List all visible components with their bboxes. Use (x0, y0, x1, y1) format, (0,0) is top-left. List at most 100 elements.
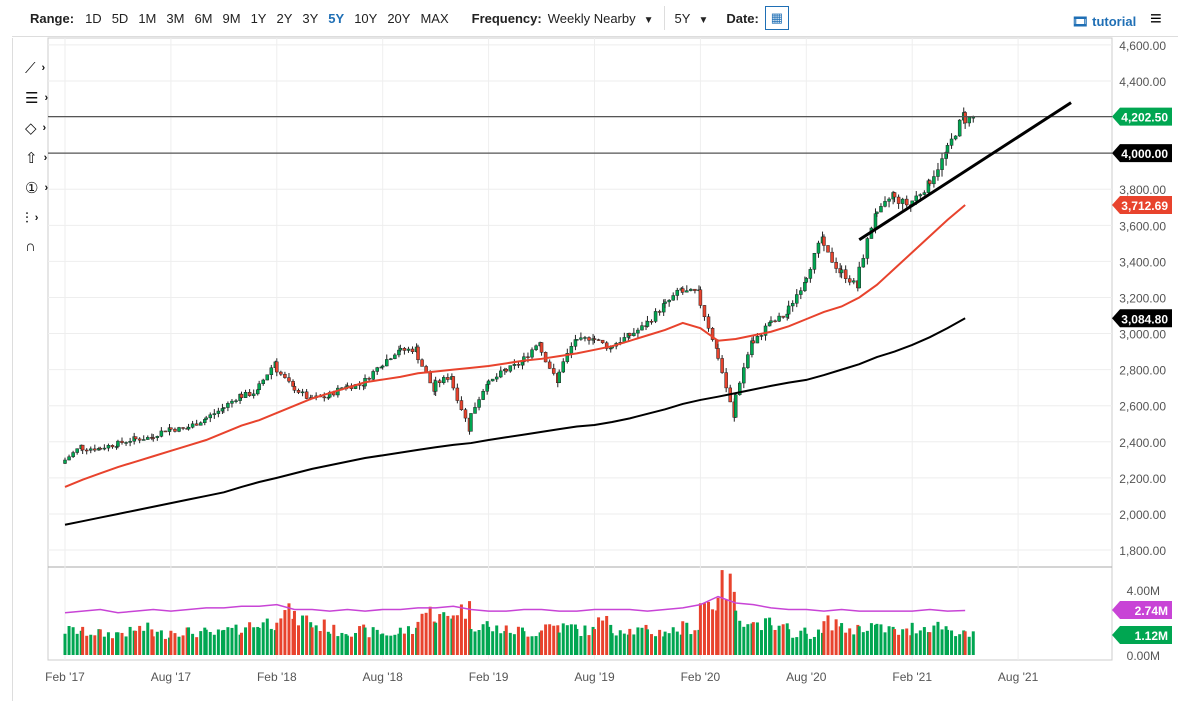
volume-bar (540, 630, 544, 655)
range-20y[interactable]: 20Y (387, 10, 411, 26)
moving-average-red (64, 204, 966, 488)
candle (936, 169, 940, 177)
volume-bar (459, 604, 463, 655)
hamburger-menu-icon[interactable]: ≡ (1150, 8, 1162, 30)
candle (93, 448, 97, 451)
tutorial-label: tutorial (1092, 14, 1137, 29)
candle (759, 335, 764, 337)
volume-bar (618, 630, 622, 655)
volume-bar (526, 636, 530, 655)
price-tag-bg (1112, 107, 1172, 126)
range-6m[interactable]: 6M (194, 10, 213, 26)
volume-bar (406, 626, 410, 655)
candle (261, 379, 265, 384)
candle (508, 365, 513, 372)
arrow-tool-icon[interactable]: ⇧ › (25, 150, 48, 167)
range-10y[interactable]: 10Y (354, 10, 378, 26)
range-2y[interactable]: 2Y (276, 10, 293, 26)
volume-bar (240, 632, 243, 655)
range-5y[interactable]: 5Y (328, 10, 345, 26)
line-tool-icon[interactable]: ⟋ › (25, 59, 46, 77)
candle (269, 367, 274, 375)
candle (133, 436, 138, 440)
candle (746, 354, 750, 368)
volume-bar (711, 609, 715, 655)
range-9m[interactable]: 9M (222, 10, 241, 26)
range-3y[interactable]: 3Y (302, 10, 319, 26)
range-1y[interactable]: 1Y (250, 10, 267, 26)
calendar-icon[interactable]: ▦ (764, 6, 789, 30)
candle (710, 328, 715, 340)
shape-tool-icon[interactable]: ◇ › (25, 120, 47, 137)
range-5d[interactable]: 5D (111, 10, 129, 26)
candle (852, 280, 856, 283)
candle (795, 294, 799, 304)
volume-bar (808, 638, 812, 655)
volume-bar (375, 629, 379, 655)
volume-bar (411, 633, 415, 655)
volume-average-tag: 2.74M (1112, 601, 1172, 619)
volume-bar (693, 630, 697, 655)
volume-bar (963, 631, 967, 655)
volume-bar (795, 637, 799, 655)
candle (632, 332, 636, 336)
volume-bar (865, 630, 869, 655)
volume-bar (932, 625, 936, 655)
volume-bar (716, 597, 720, 655)
magnet-icon[interactable]: ∩ (25, 237, 36, 255)
volume-bar (393, 634, 397, 655)
volume-bar (424, 612, 428, 655)
candle (892, 192, 897, 198)
volume-bar (67, 626, 71, 655)
range-3m[interactable]: 3M (166, 10, 185, 26)
range-max[interactable]: MAX (420, 10, 449, 26)
volume-bar (707, 601, 711, 655)
measure-tool-icon[interactable]: ⫶ › (25, 209, 39, 227)
candle (67, 456, 71, 461)
candle (124, 442, 128, 444)
volume-bar (548, 624, 552, 655)
candle (146, 437, 150, 440)
candle (98, 448, 103, 450)
frequency-dropdown[interactable]: Weekly Nearby ▼ (548, 11, 654, 26)
price-tag-text: 4,000.00 (1121, 147, 1168, 161)
period-dropdown[interactable]: 5Y ▼ (675, 11, 709, 26)
candle (186, 427, 191, 430)
volume-bar (301, 615, 305, 655)
candle (469, 413, 473, 432)
candle (534, 345, 538, 351)
volume-bar (879, 624, 883, 655)
candle (190, 423, 195, 428)
candle (141, 439, 146, 441)
range-1m[interactable]: 1M (138, 10, 157, 26)
candle (702, 305, 707, 318)
volume-bar (940, 629, 944, 655)
candle (106, 445, 111, 449)
candle (592, 338, 597, 340)
volume-bar (954, 636, 958, 655)
candle (173, 428, 177, 432)
volume-bar (746, 624, 750, 655)
candle (257, 383, 261, 391)
price-tick-label: 4,600.00 (1119, 39, 1166, 53)
range-1d[interactable]: 1D (85, 10, 102, 26)
volume-bar (128, 626, 132, 655)
fib-tool-icon[interactable]: ☰ › (25, 90, 49, 107)
tutorial-link[interactable]: 🎞 tutorial (1072, 14, 1136, 30)
candle (861, 258, 866, 268)
candle (636, 329, 640, 334)
level-tag: 4,202.50 (1112, 107, 1172, 126)
volume-bar (98, 629, 102, 655)
candle (234, 400, 238, 402)
candle (433, 380, 438, 392)
volume-bar (645, 629, 649, 655)
level-tag: 4,000.00 (1112, 144, 1172, 163)
volume-bar (544, 624, 548, 655)
candle (116, 440, 120, 447)
volume-bar (512, 634, 516, 655)
candle (689, 288, 693, 291)
number-marker-icon[interactable]: ① › (25, 180, 49, 197)
volume-bar (799, 630, 803, 655)
candle (243, 391, 248, 398)
